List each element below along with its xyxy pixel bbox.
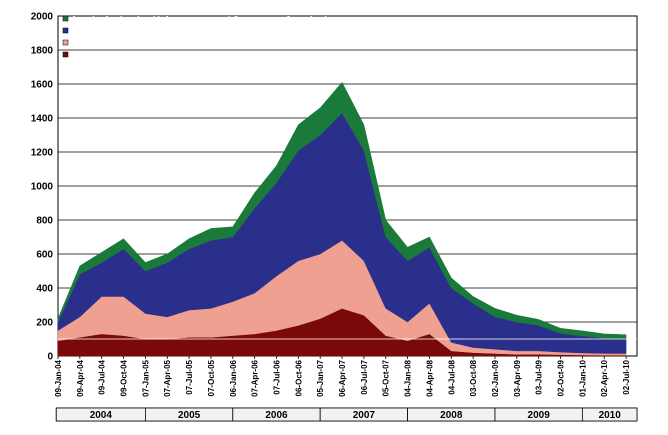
- x-tick-label: 07-Apr-05: [163, 359, 172, 396]
- y-tick-label: 400: [36, 284, 53, 295]
- y-tick-label: 1800: [31, 46, 54, 57]
- y-tick-label: 200: [36, 318, 53, 329]
- year-label: 2004: [90, 410, 113, 421]
- legend-label: Sniper, Ambush, Grenade, and Other Small…: [71, 38, 301, 48]
- x-tick-label: 06-Jul-07: [360, 359, 369, 394]
- x-tick-label: 09-Oct-04: [120, 359, 129, 396]
- y-tick-label: 1400: [31, 114, 54, 125]
- x-tick-label: 01-Jan-10: [578, 359, 587, 396]
- legend-label: Attacks Against Iraqi Infrastructure and…: [71, 14, 342, 24]
- x-tick-label: 03-Apr-09: [513, 359, 522, 396]
- legend-swatch: [62, 51, 69, 58]
- legend-label: Bombs (IEDs and Mines), Both Found and E…: [71, 26, 281, 36]
- year-label: 2007: [353, 410, 376, 421]
- x-tick-label: 07-Oct-05: [207, 359, 216, 396]
- year-label: 2010: [599, 410, 622, 421]
- x-tick-label: 05-Jan-07: [316, 359, 325, 396]
- x-tick-label: 03-Oct-08: [469, 359, 478, 396]
- year-band: 2004 2005 2006 2007 2008 2009 2010: [55, 407, 638, 422]
- year-label: 2005: [178, 410, 201, 421]
- x-tick-label: 02-Jan-09: [491, 359, 500, 396]
- y-tick-label: 800: [36, 216, 53, 227]
- year-cell: [581, 407, 638, 422]
- x-tick-label: 06-Jan-06: [229, 359, 238, 396]
- x-tick-label: 04-Jan-08: [404, 359, 413, 396]
- year-label: 2006: [265, 410, 288, 421]
- x-tick-label: 09-Jul-04: [98, 359, 107, 394]
- x-tick-label: 04-Jul-08: [447, 359, 456, 394]
- legend: Attacks Against Iraqi Infrastructure and…: [62, 14, 342, 60]
- x-tick-label: 07-Jan-05: [141, 359, 150, 396]
- y-tick-label: 1600: [31, 80, 54, 91]
- x-tick-label: 06-Oct-06: [294, 359, 303, 396]
- x-tick-label: 02-Apr-10: [600, 359, 609, 396]
- legend-swatch: [62, 39, 69, 46]
- x-tick-label: 05-Oct-07: [382, 359, 391, 396]
- y-tick-label: 2000: [31, 12, 54, 23]
- x-tick-label: 02-Oct-09: [557, 359, 566, 396]
- y-tick-label: 1200: [31, 148, 54, 159]
- legend-swatch: [62, 15, 69, 22]
- x-tick-label: 03-Jul-09: [535, 359, 544, 394]
- y-tick-label: 600: [36, 250, 53, 261]
- x-tick-label: 07-Jul-05: [185, 359, 194, 394]
- x-tick-label: 07-Apr-06: [251, 359, 260, 396]
- legend-swatch: [62, 27, 69, 34]
- x-tick-label: 07-Jul-06: [272, 359, 281, 394]
- year-label: 2008: [440, 410, 463, 421]
- x-axis: 09-Jan-04 09-Apr-04 09-Jul-04 09-Oct-04 07-J…: [54, 356, 631, 397]
- year-label: 2009: [528, 410, 551, 421]
- x-tick-label: 06-Apr-07: [338, 359, 347, 396]
- x-tick-label: 04-Apr-08: [425, 359, 434, 396]
- y-tick-label: 0: [47, 352, 53, 363]
- legend-label: Mortar, Rocket, and Surface to Air Attac…: [71, 50, 241, 60]
- y-axis: 0 200 400 600 800 1000 1200 1400 1600 1800 2000: [31, 12, 54, 363]
- y-tick-label: 1000: [31, 182, 54, 193]
- x-tick-label: 09-Jan-04: [54, 359, 63, 396]
- x-tick-label: 09-Apr-04: [76, 359, 85, 396]
- x-tick-label: 02-Jul-10: [622, 359, 631, 394]
